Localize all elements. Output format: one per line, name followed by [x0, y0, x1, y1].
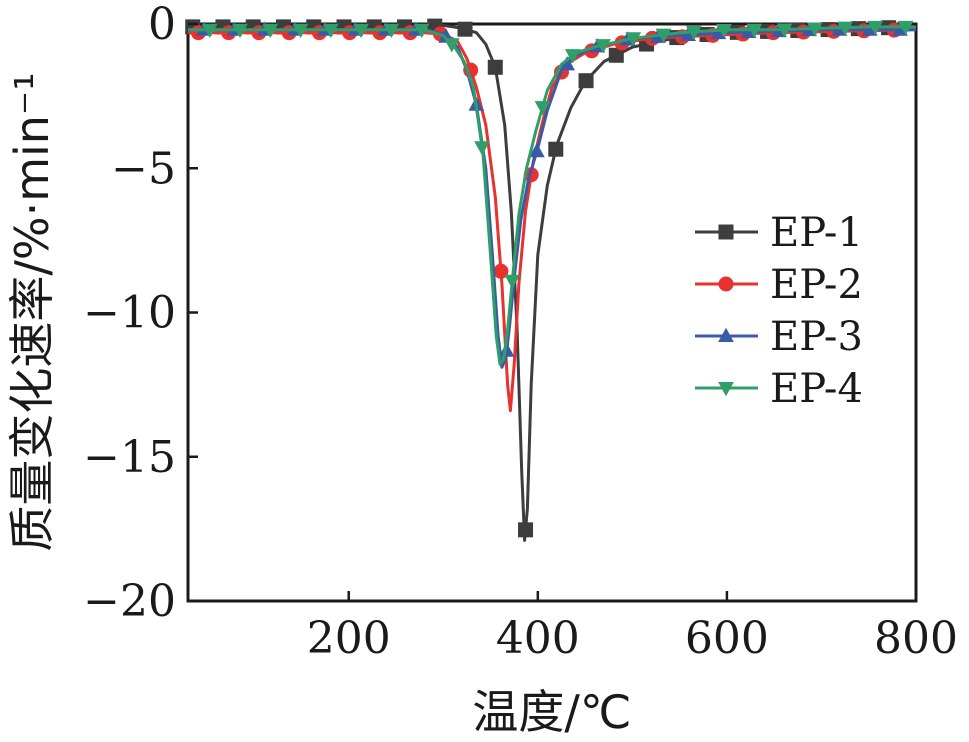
data-point [262, 23, 279, 39]
data-point [232, 23, 248, 39]
data-point [680, 26, 697, 42]
legend-label: EP-1 [770, 210, 863, 256]
data-point [413, 23, 430, 39]
data-point [457, 21, 473, 37]
data-point [655, 28, 672, 43]
data-point [322, 23, 339, 39]
data-point [685, 25, 702, 41]
data-point [528, 142, 545, 158]
y-tick-label: −20 [83, 576, 176, 627]
series-layer [185, 18, 917, 542]
legend-label: EP-3 [770, 314, 863, 360]
y-tick-label: −15 [83, 432, 176, 483]
legend-item: EP-3 [695, 314, 863, 360]
legend-marker [718, 224, 734, 240]
data-point [746, 23, 763, 39]
x-tick-label: 400 [496, 613, 580, 664]
data-point [534, 101, 551, 116]
data-point [559, 56, 576, 71]
axis-layer: 200 400 600 800 0 −5 −10 −15 −20 [83, 0, 958, 664]
plot-area [186, 22, 918, 603]
data-point [518, 522, 534, 538]
data-point [837, 21, 853, 36]
data-point [710, 24, 727, 40]
data-point [353, 23, 369, 39]
y-tick-label: 0 [148, 0, 176, 50]
data-point [595, 39, 611, 54]
y-tick-label: −10 [83, 288, 176, 339]
data-point [383, 23, 400, 39]
legend-marker [718, 327, 734, 342]
data-point [443, 38, 460, 53]
data-point [578, 73, 594, 89]
x-tick-label: 800 [874, 613, 958, 664]
data-point [548, 141, 564, 157]
data-point [892, 21, 908, 36]
data-point [504, 274, 521, 290]
y-tick-label: −5 [111, 143, 176, 194]
data-point [806, 22, 823, 37]
data-point [201, 23, 218, 39]
data-point [474, 141, 490, 156]
legend-label: EP-4 [770, 366, 863, 412]
legend-item: EP-1 [695, 210, 863, 256]
data-point [608, 47, 624, 63]
data-point [867, 20, 884, 36]
legend-item: EP-4 [695, 366, 863, 412]
legend-label: EP-2 [770, 262, 863, 308]
data-point [487, 59, 503, 75]
x-axis-title: 温度/℃ [472, 685, 631, 739]
data-point [564, 49, 581, 64]
y-axis-title: 质量变化速率/%·min⁻¹ [5, 72, 59, 551]
legend-marker [718, 276, 734, 292]
data-point [292, 23, 309, 39]
data-point [861, 21, 878, 36]
data-point [776, 23, 793, 38]
data-point [625, 32, 642, 47]
data-point [897, 20, 914, 36]
legend-item: EP-2 [695, 262, 863, 308]
plot-frame [186, 22, 918, 603]
legend: EP-1 EP-2 EP-3 EP-4 [695, 210, 863, 412]
series-ep-4 [188, 20, 916, 366]
x-tick-label: 200 [307, 613, 391, 664]
data-point [498, 342, 515, 357]
legend-marker [718, 382, 734, 397]
data-point [716, 23, 732, 39]
x-tick-label: 600 [685, 613, 769, 664]
